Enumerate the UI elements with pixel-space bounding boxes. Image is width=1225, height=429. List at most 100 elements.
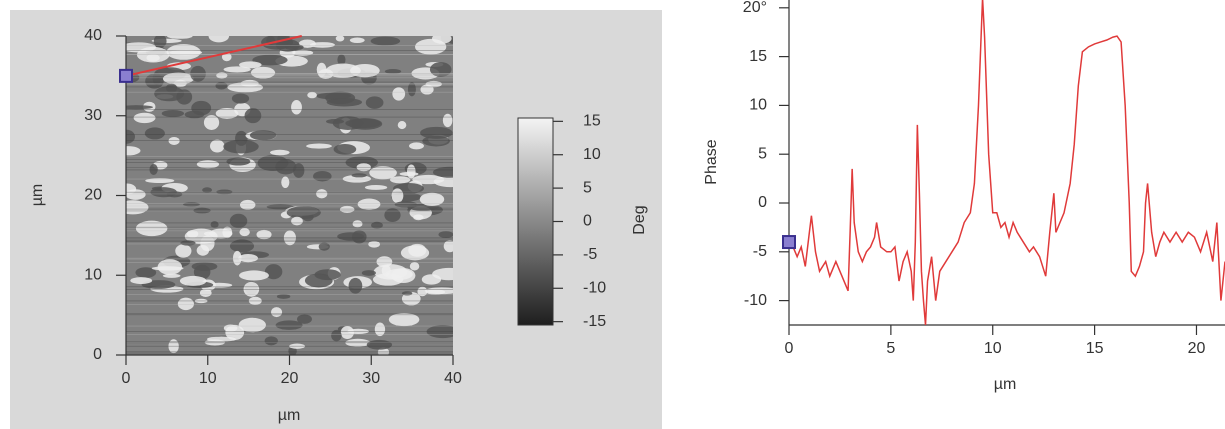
texture-blob [223, 139, 259, 154]
texture-blob [431, 36, 452, 44]
y-tick-label: 40 [84, 27, 102, 44]
texture-blob [126, 183, 137, 195]
texture-blob [266, 204, 294, 210]
texture-blob [409, 142, 424, 150]
y-tick-label: 10 [84, 266, 102, 283]
texture-blob [399, 171, 419, 177]
y-tick-label: 5 [758, 145, 767, 162]
texture-blob [276, 294, 291, 299]
texture-blob [352, 220, 363, 228]
texture-blob [180, 240, 196, 246]
texture-blob [337, 54, 346, 66]
texture-blob [257, 155, 289, 172]
y-axis-label: µm [29, 184, 46, 207]
texture-blob [337, 232, 365, 241]
texture-blob [357, 198, 381, 210]
texture-blob [419, 192, 445, 206]
texture-blob [252, 54, 288, 66]
texture-blob [162, 273, 181, 278]
texture-blob [297, 314, 312, 324]
texture-blob [203, 231, 216, 236]
texture-blob [388, 312, 420, 327]
texture-blob [200, 235, 215, 252]
colorbar-tick-label: -5 [583, 246, 597, 263]
colorbar-tick-label: 15 [583, 113, 601, 130]
colorbar-tick-label: 10 [583, 146, 601, 163]
texture-blob [306, 143, 332, 149]
texture-blob [243, 281, 260, 297]
colorbar-tick-label: -10 [583, 279, 606, 296]
texture-blob [406, 164, 416, 179]
texture-blob [264, 336, 278, 346]
x-tick-label: 0 [122, 370, 131, 387]
texture-blob [335, 36, 345, 42]
x-tick-label: 10 [199, 370, 217, 387]
texture-blob [239, 199, 256, 210]
texture-blob [191, 262, 218, 271]
texture-blob [281, 176, 290, 188]
texture-blob [368, 240, 381, 248]
texture-blob [381, 264, 391, 277]
texture-blob [316, 92, 352, 100]
texture-blob [351, 173, 367, 178]
texture-blob [332, 116, 364, 130]
texture-blob [365, 96, 384, 109]
texture-blob [432, 267, 453, 281]
texture-blob [167, 36, 193, 39]
x-tick-label: 10 [984, 340, 1002, 357]
texture-blob [215, 81, 228, 90]
texture-blob [133, 112, 156, 124]
texture-blob [394, 201, 418, 208]
texture-blob [369, 166, 397, 180]
texture-blob [126, 105, 154, 110]
texture-blob [364, 185, 388, 190]
texture-blob [244, 108, 262, 124]
texture-blob [438, 231, 453, 239]
x-tick-label: 0 [785, 340, 794, 357]
texture-blob [348, 277, 363, 294]
texture-blob [309, 42, 335, 48]
texture-blob [250, 66, 276, 79]
texture-blob [356, 163, 371, 172]
texture-blob [249, 130, 277, 141]
texture-blob [291, 216, 303, 226]
texture-blob [313, 170, 332, 182]
texture-blob [203, 115, 220, 130]
texture-blob [275, 320, 303, 330]
texture-blob [221, 52, 232, 62]
texture-blob [229, 213, 248, 229]
texture-blob [126, 129, 136, 144]
texture-blob [177, 297, 194, 311]
texture-blob [384, 208, 401, 222]
y-tick-label: -5 [753, 243, 767, 260]
colorbar-tick-label: 0 [583, 213, 592, 230]
texture-blob [397, 121, 407, 130]
texture-blob [269, 149, 290, 156]
texture-blob [291, 100, 302, 115]
texture-blob [135, 267, 157, 278]
texture-blob [215, 108, 239, 119]
y-tick-label: 30 [84, 107, 102, 124]
texture-blob [145, 178, 175, 184]
y-tick-label: 0 [93, 346, 102, 363]
texture-blob [238, 317, 266, 333]
texture-blob [208, 36, 230, 43]
texture-blob [331, 329, 342, 342]
texture-blob [349, 37, 365, 44]
texture-blob [226, 157, 251, 166]
texture-blob [229, 239, 255, 253]
texture-blob [199, 288, 212, 297]
phase-image [126, 36, 453, 355]
texture-blob [442, 113, 453, 128]
texture-blob [429, 62, 452, 77]
texture-blob [175, 244, 192, 258]
texture-blob [424, 287, 453, 295]
texture-blob [370, 36, 401, 46]
texture-blob [144, 127, 165, 140]
texture-blob [256, 229, 272, 240]
texture-blob [239, 61, 262, 69]
profile-line [125, 35, 302, 77]
texture-blob [340, 325, 354, 339]
y-axis-label: Phase [703, 139, 720, 184]
x-tick-label: 30 [362, 370, 380, 387]
